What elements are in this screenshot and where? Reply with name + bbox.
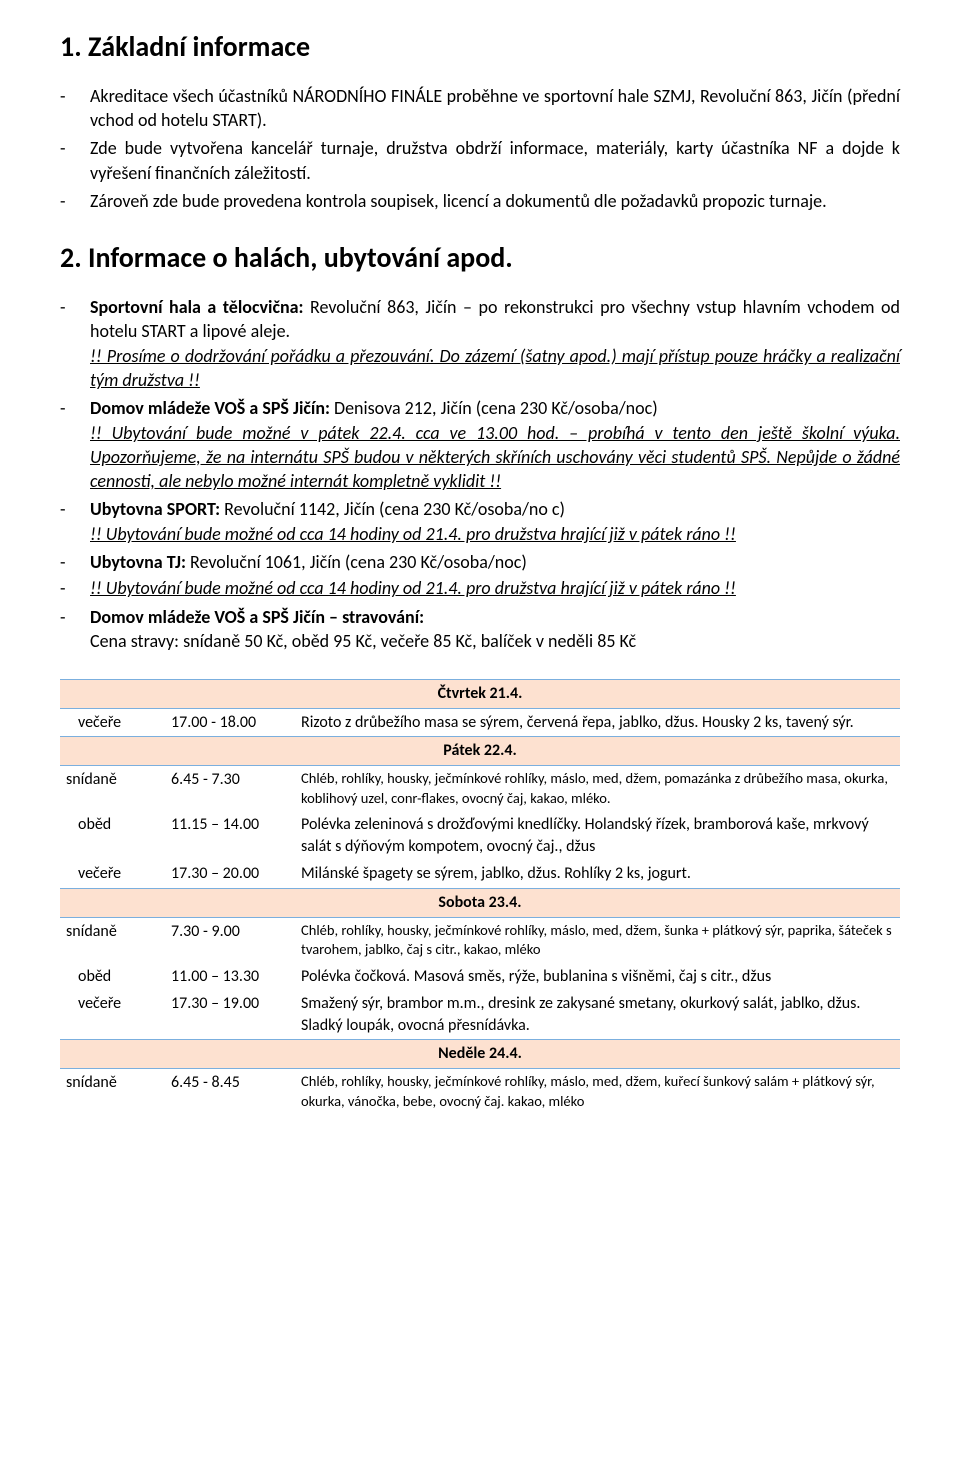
day-header-cell: Sobota 23.4. <box>60 888 900 917</box>
meal-name-cell: večeře <box>60 708 165 737</box>
meal-time-cell: 17.00 - 18.00 <box>165 708 295 737</box>
sport-text: Revoluční 1142, Jičín (cena 230 Kč/osoba… <box>220 498 565 520</box>
section1-item: Akreditace všech účastníků NÁRODNÍHO FIN… <box>90 84 900 133</box>
meal-row: oběd11.00 – 13.30Polévka čočková. Masová… <box>60 963 900 991</box>
catering-price: Cena stravy: snídaně 50 Kč, oběd 95 Kč, … <box>90 630 636 652</box>
hall-item: Sportovní hala a tělocvična: Revoluční 8… <box>90 295 900 392</box>
meal-name-cell: snídaně <box>60 1069 165 1115</box>
meal-desc-cell: Chléb, rohlíky, housky, ječmínkové rohlí… <box>295 1069 900 1115</box>
meal-name-cell: snídaně <box>60 766 165 812</box>
meal-row: snídaně6.45 - 7.30Chléb, rohlíky, housky… <box>60 766 900 812</box>
meal-row: večeře17.30 – 19.00Smažený sýr, brambor … <box>60 990 900 1040</box>
meal-row: večeře17.00 - 18.00Rizoto z drůbežího ma… <box>60 708 900 737</box>
meal-time-cell: 11.15 – 14.00 <box>165 811 295 860</box>
meal-row: snídaně7.30 - 9.00Chléb, rohlíky, housky… <box>60 917 900 963</box>
meal-desc-cell: Polévka čočková. Masová směs, rýže, bubl… <box>295 963 900 991</box>
section2-list: Sportovní hala a tělocvična: Revoluční 8… <box>60 295 900 653</box>
meals-table: Čtvrtek 21.4.večeře17.00 - 18.00Rizoto z… <box>60 679 900 1114</box>
tj-item: Ubytovna TJ: Revoluční 1061, Jičín (cena… <box>90 550 900 574</box>
day-header-cell: Neděle 24.4. <box>60 1040 900 1069</box>
section2-title: 2. Informace o halách, ubytování apod. <box>60 239 900 277</box>
meal-name-cell: večeře <box>60 860 165 888</box>
meal-desc-cell: Smažený sýr, brambor m.m., dresink ze za… <box>295 990 900 1040</box>
meal-desc-cell: Polévka zeleninová s drožďovými knedlíčk… <box>295 811 900 860</box>
dm1-label: Domov mládeže VOŠ a SPŠ Jičín: <box>90 397 330 419</box>
day-header-row: Pátek 22.4. <box>60 737 900 766</box>
meal-desc-cell: Rizoto z drůbežího masa se sýrem, červen… <box>295 708 900 737</box>
day-header-cell: Pátek 22.4. <box>60 737 900 766</box>
meal-time-cell: 6.45 - 8.45 <box>165 1069 295 1115</box>
day-header-row: Sobota 23.4. <box>60 888 900 917</box>
meal-time-cell: 6.45 - 7.30 <box>165 766 295 812</box>
meal-row: snídaně6.45 - 8.45Chléb, rohlíky, housky… <box>60 1069 900 1115</box>
tj-note-item: !! Ubytování bude možné od cca 14 hodiny… <box>90 576 900 600</box>
meal-name-cell: večeře <box>60 990 165 1040</box>
meal-name-cell: snídaně <box>60 917 165 963</box>
day-header-row: Čtvrtek 21.4. <box>60 680 900 709</box>
day-header-row: Neděle 24.4. <box>60 1040 900 1069</box>
meal-time-cell: 17.30 – 20.00 <box>165 860 295 888</box>
hall-label: Sportovní hala a tělocvična: <box>90 296 303 318</box>
day-header-cell: Čtvrtek 21.4. <box>60 680 900 709</box>
catering-label: Domov mládeže VOŠ a SPŠ Jičín – stravová… <box>90 606 424 628</box>
dm1-note: !! Ubytování bude možné v pátek 22.4. cc… <box>90 422 900 493</box>
catering-item: Domov mládeže VOŠ a SPŠ Jičín – stravová… <box>90 605 900 654</box>
section1-title: 1. Základní informace <box>60 28 900 66</box>
meal-name-cell: oběd <box>60 963 165 991</box>
meal-time-cell: 17.30 – 19.00 <box>165 990 295 1040</box>
tj-label: Ubytovna TJ: <box>90 551 186 573</box>
meal-row: večeře17.30 – 20.00Milánské špagety se s… <box>60 860 900 888</box>
meal-row: oběd11.15 – 14.00Polévka zeleninová s dr… <box>60 811 900 860</box>
meal-name-cell: oběd <box>60 811 165 860</box>
meal-time-cell: 7.30 - 9.00 <box>165 917 295 963</box>
sport-label: Ubytovna SPORT: <box>90 498 220 520</box>
dm1-item: Domov mládeže VOŠ a SPŠ Jičín: Denisova … <box>90 396 900 493</box>
sport-note: !! Ubytování bude možné od cca 14 hodiny… <box>90 523 736 545</box>
dm1-text: Denisova 212, Jičín (cena 230 Kč/osoba/n… <box>330 397 658 419</box>
section1-item: Zároveň zde bude provedena kontrola soup… <box>90 189 900 213</box>
hall-note: !! Prosíme o dodržování pořádku a přezou… <box>90 345 900 391</box>
tj-note: !! Ubytování bude možné od cca 14 hodiny… <box>90 577 736 599</box>
meal-time-cell: 11.00 – 13.30 <box>165 963 295 991</box>
section1-list: Akreditace všech účastníků NÁRODNÍHO FIN… <box>60 84 900 213</box>
sport-item: Ubytovna SPORT: Revoluční 1142, Jičín (c… <box>90 497 900 546</box>
tj-text: Revoluční 1061, Jičín (cena 230 Kč/osoba… <box>186 551 527 573</box>
section1-item: Zde bude vytvořena kancelář turnaje, dru… <box>90 136 900 185</box>
meal-desc-cell: Chléb, rohlíky, housky, ječmínkové rohlí… <box>295 917 900 963</box>
meal-desc-cell: Chléb, rohlíky, housky, ječmínkové rohlí… <box>295 766 900 812</box>
meal-desc-cell: Milánské špagety se sýrem, jablko, džus.… <box>295 860 900 888</box>
